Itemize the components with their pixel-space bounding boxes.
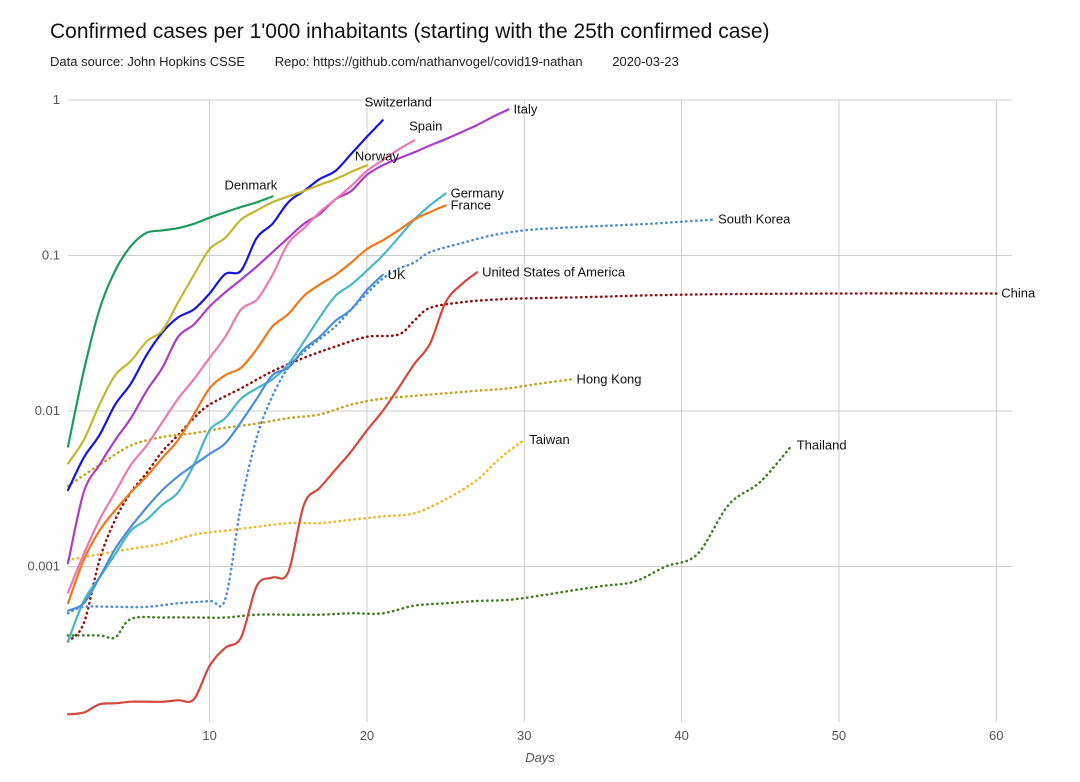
grid — [68, 99, 1012, 722]
series-line-china — [66, 292, 998, 643]
series-label-thailand: Thailand — [797, 437, 847, 452]
series-label-norway: Norway — [355, 148, 400, 163]
series-line-switzerland — [66, 119, 384, 492]
series-label-united-states-of-america: United States of America — [482, 264, 626, 279]
series-label-france: France — [451, 197, 491, 212]
series-label-italy: Italy — [514, 101, 538, 116]
y-tick-label: 0.01 — [35, 403, 60, 418]
series-label-uk: UK — [388, 267, 406, 282]
series-line-hong-kong — [66, 378, 573, 488]
date-text: 2020-03-23 — [612, 54, 679, 69]
series-line-france — [66, 204, 447, 605]
series-line-germany — [66, 192, 447, 643]
x-tick-label: 40 — [674, 728, 688, 743]
series-label-spain: Spain — [409, 118, 442, 133]
series-line-norway — [66, 164, 368, 465]
series-line-uk — [66, 273, 384, 612]
chart-subtitle: Data source: John Hopkins CSSE Repo: htt… — [50, 54, 705, 69]
series-lines — [66, 108, 998, 716]
y-tick-label: 0.001 — [27, 559, 60, 574]
y-tick-label: 0.1 — [42, 248, 60, 263]
data-source-text: Data source: John Hopkins CSSE — [50, 54, 246, 69]
series-line-united-states-of-america — [66, 271, 479, 716]
chart-title: Confirmed cases per 1'000 inhabitants (s… — [50, 20, 770, 43]
y-tick-label: 1 — [53, 92, 60, 107]
x-tick-label: 60 — [989, 728, 1003, 743]
series-label-china: China — [1001, 285, 1036, 300]
series-line-spain — [66, 139, 416, 594]
series-label-taiwan: Taiwan — [529, 432, 569, 447]
series-line-taiwan — [66, 438, 526, 562]
series-label-hong-kong: Hong Kong — [576, 371, 641, 386]
series-label-denmark: Denmark — [225, 177, 278, 192]
x-tick-label: 20 — [360, 728, 374, 743]
x-tick-label: 50 — [832, 728, 846, 743]
series-line-south-korea — [66, 218, 715, 615]
series-label-south-korea: South Korea — [718, 212, 791, 227]
series-line-thailand — [66, 444, 793, 640]
repo-link[interactable]: Repo: https://github.com/nathanvogel/cov… — [274, 54, 583, 69]
x-axis-label: Days — [525, 750, 555, 765]
series-line-denmark — [66, 195, 274, 448]
series-label-switzerland: Switzerland — [365, 94, 432, 109]
series-labels: Switzerland Italy Spain Norway Denmark German… — [225, 94, 1036, 452]
x-tick-label: 30 — [517, 728, 531, 743]
axis-ticks: 1 0.1 0.01 0.001 10 20 30 40 50 60 — [27, 92, 1003, 743]
series-line-italy — [66, 108, 510, 565]
series-label-germany: Germany — [451, 186, 505, 201]
x-tick-label: 10 — [202, 728, 216, 743]
